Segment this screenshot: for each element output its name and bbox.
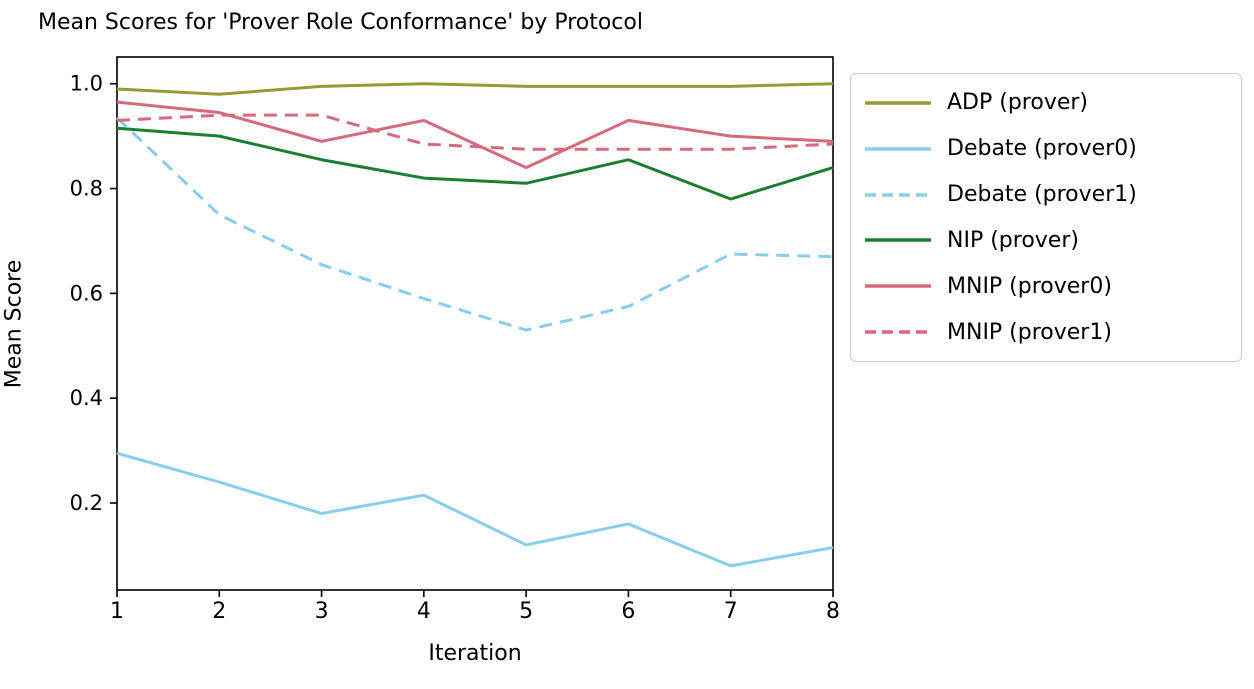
legend-item: Debate (prover1) xyxy=(851,174,1241,216)
axes-spines xyxy=(116,56,834,591)
legend-item: MNIP (prover1) xyxy=(851,311,1241,353)
legend-item: ADP (prover) xyxy=(851,82,1241,124)
series-line-debate-prover1 xyxy=(115,116,834,332)
y-tick-label: 1.0 xyxy=(70,72,103,96)
legend-swatch-line xyxy=(865,330,931,334)
x-tick-label: 8 xyxy=(826,599,840,624)
series-line-nip-prover xyxy=(116,126,834,201)
legend-label: NIP (prover) xyxy=(947,227,1079,253)
legend-label: ADP (prover) xyxy=(947,90,1089,116)
legend-swatch-line xyxy=(865,192,931,197)
y-axis-label: Mean Score xyxy=(1,259,27,389)
x-tick-label: 6 xyxy=(621,599,635,624)
legend-label: Debate (prover0) xyxy=(947,136,1137,162)
legend-swatch-line xyxy=(865,101,931,105)
series-line-mnip-prover0 xyxy=(116,100,834,170)
legend-item: Debate (prover0) xyxy=(851,128,1241,170)
x-tick-label: 4 xyxy=(417,599,431,624)
x-tick-label: 7 xyxy=(724,599,738,624)
series-line-mnip-prover1 xyxy=(116,113,834,151)
x-tick-label: 2 xyxy=(212,599,226,624)
y-tick-label: 0.6 xyxy=(70,281,103,305)
y-tick-label: 0.2 xyxy=(70,491,103,515)
x-axis-label: Iteration xyxy=(428,641,522,666)
chart-title: Mean Scores for 'Prover Role Conformance… xyxy=(38,10,643,35)
legend: ADP (prover) Debate (prover0) Debate (prov… xyxy=(850,73,1242,362)
legend-swatch-line xyxy=(865,146,931,151)
legend-item: NIP (prover) xyxy=(851,219,1241,261)
legend-swatch-line xyxy=(865,284,931,288)
y-tick-label: 0.8 xyxy=(70,177,103,201)
legend-swatch-line xyxy=(865,238,931,243)
y-tick-label: 0.4 xyxy=(70,386,103,410)
legend-label: MNIP (prover1) xyxy=(947,319,1112,345)
x-tick-label: 5 xyxy=(519,599,533,624)
x-tick-label: 3 xyxy=(315,599,329,624)
legend-label: Debate (prover1) xyxy=(947,182,1137,208)
legend-item: MNIP (prover0) xyxy=(851,265,1241,307)
x-tick-label: 1 xyxy=(110,599,124,624)
series-line-debate-prover0 xyxy=(116,451,834,568)
legend-label: MNIP (prover0) xyxy=(947,273,1112,299)
series-line-adp-prover xyxy=(116,82,834,96)
